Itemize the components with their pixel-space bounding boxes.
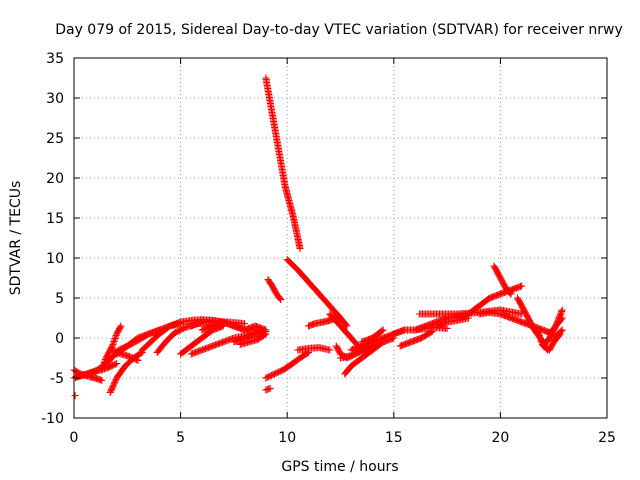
data-point (116, 323, 124, 331)
plot-frame (73, 57, 608, 419)
x-tick-label: 5 (176, 430, 185, 446)
data-point (379, 326, 387, 334)
data-point (558, 306, 566, 314)
data-point (428, 328, 436, 336)
x-tick-label: 0 (70, 430, 79, 446)
y-tick-label: 0 (55, 331, 64, 347)
data-point (557, 327, 565, 335)
data-point (133, 356, 141, 364)
data-series (70, 74, 566, 400)
series-arc-21 (264, 276, 285, 304)
x-tick-label: 15 (385, 430, 403, 446)
series-arc-22 (262, 384, 274, 394)
chart-title: Day 079 of 2015, Sidereal Day-to-day VTE… (55, 22, 623, 38)
data-point (266, 384, 274, 392)
data-point (296, 244, 304, 252)
data-point (427, 328, 435, 336)
series-arc-18 (230, 322, 270, 334)
data-point (276, 294, 284, 302)
data-point (506, 289, 514, 297)
series-arc-03 (71, 392, 79, 400)
series-arc-36 (415, 306, 526, 318)
series-arc-10 (138, 322, 174, 354)
data-point (98, 376, 106, 384)
axis-ticks: 0 5 10 15 20 25 -10 -5 0 5 10 15 20 25 30 35 (41, 51, 616, 446)
y-tick-label: 5 (55, 291, 64, 307)
series-arc-27 (326, 310, 366, 354)
series-arc-45 (550, 326, 566, 346)
data-point (518, 282, 526, 290)
grid-lines (74, 58, 607, 418)
data-point (557, 315, 565, 323)
data-point (71, 392, 79, 400)
data-point (326, 346, 334, 354)
y-axis-label: SDTVAR / TECUs (8, 181, 24, 296)
series-arc-32 (358, 326, 387, 346)
y-tick-label: 15 (46, 211, 64, 227)
data-point (558, 307, 566, 315)
series-arc-05 (98, 322, 125, 374)
y-tick-label: 10 (46, 251, 64, 267)
x-tick-label: 20 (491, 430, 509, 446)
data-point (443, 324, 451, 332)
data-point (556, 310, 564, 318)
series-arc-19 (236, 330, 270, 348)
series-arc-25 (294, 344, 334, 354)
y-tick-label: 20 (46, 171, 64, 187)
data-point (277, 296, 285, 304)
data-point (342, 321, 350, 329)
data-point (378, 327, 386, 335)
data-point (241, 320, 249, 328)
y-tick-label: -5 (50, 371, 64, 387)
x-tick-label: 25 (598, 430, 616, 446)
y-tick-label: 30 (46, 91, 64, 107)
y-tick-label: 35 (46, 51, 64, 67)
series-arc-44 (545, 314, 566, 338)
data-point (507, 290, 515, 298)
y-tick-label: 25 (46, 131, 64, 147)
data-point (557, 309, 565, 317)
data-point (111, 360, 119, 368)
data-point (134, 356, 142, 364)
series-arc-23 (262, 348, 313, 382)
data-point (558, 314, 566, 322)
series-arc-13 (177, 322, 227, 358)
series-arc-34 (396, 328, 436, 350)
data-point (558, 326, 566, 334)
data-point (113, 360, 121, 368)
x-axis-label: GPS time / hours (281, 459, 398, 475)
x-tick-label: 10 (278, 430, 296, 446)
data-point (261, 331, 269, 339)
y-tick-label: -10 (41, 411, 64, 427)
series-arc-39 (490, 262, 515, 298)
data-point (262, 330, 270, 338)
data-point (137, 349, 145, 357)
series-arc-24 (283, 256, 351, 330)
data-point (343, 322, 351, 330)
data-point (117, 322, 125, 330)
series-arc-20 (262, 74, 304, 252)
